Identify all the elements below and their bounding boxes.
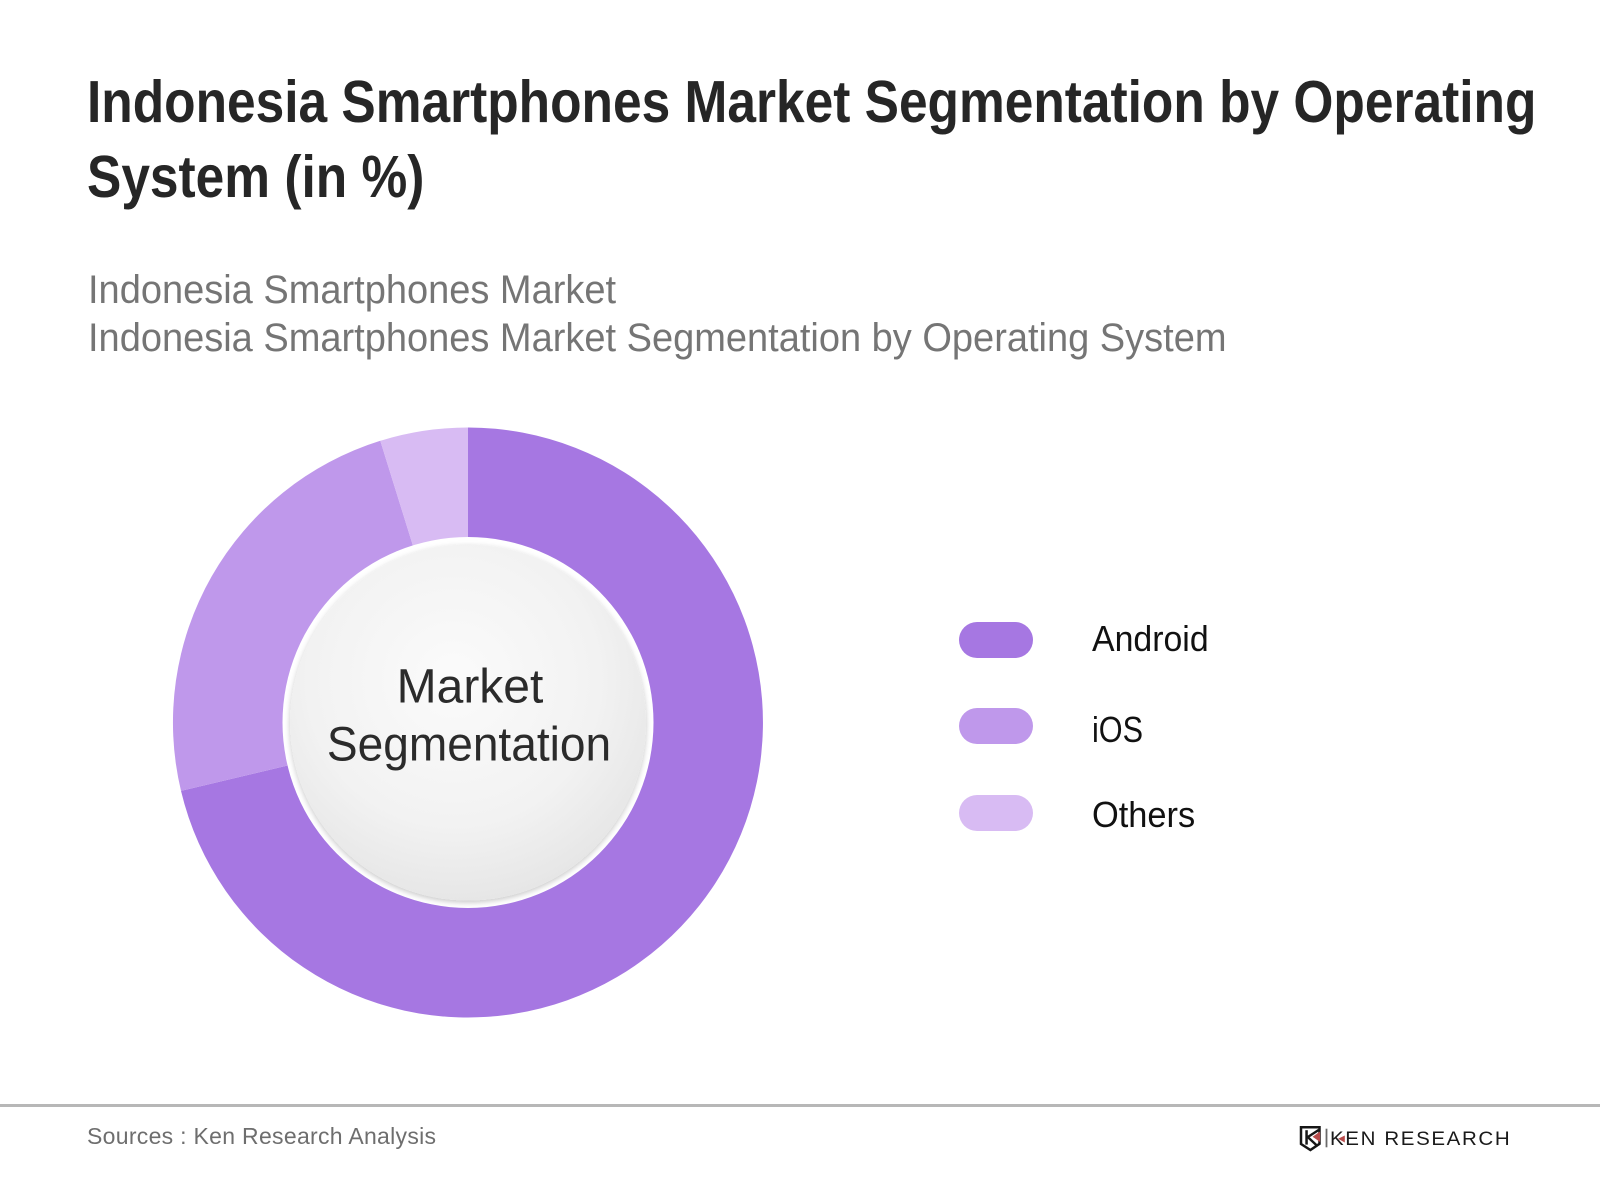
svg-text:Market: Market <box>397 661 544 714</box>
svg-text:Segmentation: Segmentation <box>327 717 611 771</box>
svg-text:KEN RESEARCH: KEN RESEARCH <box>1330 1128 1511 1149</box>
